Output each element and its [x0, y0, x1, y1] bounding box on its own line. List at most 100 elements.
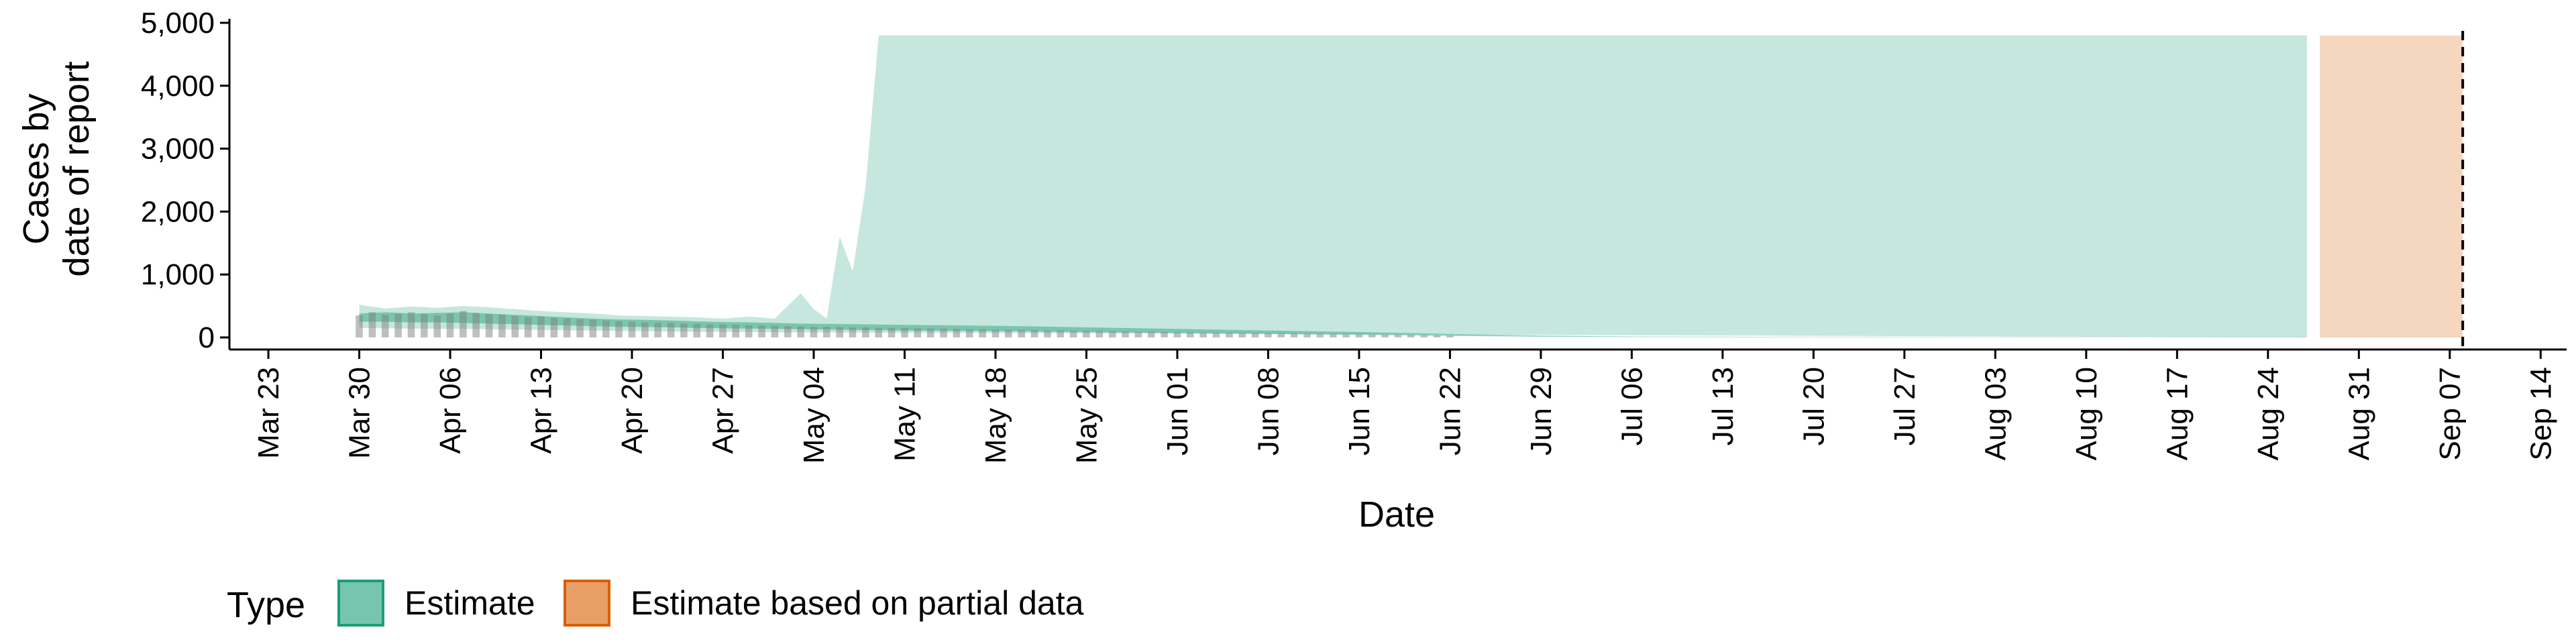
x-tick-label: Jun 15 — [1343, 367, 1376, 455]
observed-bar — [433, 315, 441, 337]
observed-bar — [706, 324, 714, 337]
observed-bar — [758, 325, 765, 337]
y-tick-label: 5,000 — [141, 7, 215, 40]
x-axis-ticks: Mar 23 Mar 30 Apr 06 Apr 13 Apr 20 Apr 27 May … — [252, 350, 2557, 464]
observed-bar — [810, 327, 818, 337]
observed-bar — [1238, 333, 1246, 337]
observed-bar — [576, 319, 584, 337]
x-tick-label: May 25 — [1071, 367, 1104, 464]
observed-bar — [1005, 329, 1012, 337]
legend-title: Type — [227, 585, 305, 625]
axes: 0 1,000 2,000 3,000 4,000 5,000 Mar 23 Mar 30 A… — [141, 7, 2567, 464]
observed-bar — [654, 323, 661, 337]
x-tick-label: Aug 03 — [1979, 367, 2012, 460]
observed-bar — [589, 319, 597, 337]
plot-area — [356, 31, 2465, 350]
observed-bar — [460, 311, 467, 337]
observed-bar — [1083, 331, 1090, 337]
observed-bar — [1329, 334, 1337, 337]
observed-bar — [1069, 331, 1077, 337]
x-tick-label: Aug 17 — [2161, 367, 2194, 460]
observed-bar — [1134, 331, 1142, 337]
observed-bar — [1095, 331, 1104, 337]
observed-bar — [1147, 331, 1155, 337]
series-0-inner-band — [359, 312, 2307, 337]
observed-bar — [1407, 335, 1415, 337]
observed-bar — [1342, 334, 1350, 337]
observed-bar — [965, 329, 973, 337]
observed-bar — [849, 327, 857, 337]
observed-bar — [1316, 333, 1324, 337]
observed-bar — [1433, 335, 1441, 337]
observed-bar — [953, 329, 961, 337]
observed-bar — [991, 329, 1000, 337]
observed-bar — [797, 326, 804, 337]
observed-bar — [407, 312, 415, 337]
observed-bar — [394, 313, 402, 337]
x-tick-label: Jun 01 — [1161, 367, 1194, 455]
y-tick-label: 1,000 — [141, 258, 215, 291]
observed-bar — [1108, 331, 1116, 337]
observed-bar — [1277, 333, 1285, 337]
observed-bar — [784, 326, 792, 337]
observed-bar — [745, 325, 753, 337]
observed-bar — [1381, 335, 1389, 337]
observed-bar — [836, 327, 843, 337]
x-tick-label: May 04 — [798, 367, 830, 464]
observed-bar — [511, 316, 519, 337]
observed-bar — [356, 315, 363, 337]
observed-bar — [693, 323, 701, 337]
observed-bar — [615, 321, 623, 337]
observed-bar — [550, 317, 558, 337]
observed-bar — [1394, 335, 1402, 337]
observed-bar — [1420, 335, 1428, 337]
observed-bar — [719, 324, 727, 337]
observed-bar — [641, 322, 649, 337]
observed-bar — [1199, 332, 1207, 337]
series-1-outer-band — [2320, 35, 2463, 338]
x-tick-label: Apr 27 — [707, 367, 740, 454]
y-tick-label: 2,000 — [141, 195, 215, 228]
x-tick-label: Jul 13 — [1707, 367, 1739, 445]
x-tick-label: Aug 24 — [2252, 367, 2285, 460]
observed-bar — [1057, 330, 1064, 337]
observed-bar — [926, 328, 934, 337]
observed-bar — [1122, 331, 1129, 337]
observed-bar — [472, 313, 480, 337]
y-tick-label: 4,000 — [141, 70, 215, 103]
observed-bar — [680, 323, 688, 337]
observed-bar — [524, 317, 532, 337]
x-tick-label: Aug 31 — [2343, 367, 2375, 460]
observed-bar — [602, 320, 610, 337]
observed-bar — [1212, 333, 1220, 337]
observed-bar — [823, 327, 830, 337]
observed-bar — [1303, 333, 1311, 337]
legend-swatch-estimate — [337, 580, 384, 627]
observed-bar — [537, 317, 545, 337]
x-tick-label: Apr 06 — [434, 367, 467, 454]
observed-bar — [421, 314, 428, 337]
observed-bar — [563, 318, 571, 337]
observed-bar — [1251, 333, 1259, 337]
y-axis-ticks: 0 1,000 2,000 3,000 4,000 5,000 — [141, 7, 229, 354]
observed-bar — [979, 329, 986, 337]
x-tick-label: Sep 14 — [2524, 367, 2557, 460]
observed-bar — [862, 327, 869, 337]
observed-bar — [1018, 329, 1025, 337]
y-tick-label: 0 — [199, 321, 215, 354]
x-tick-label: Mar 30 — [343, 367, 376, 459]
x-tick-label: Jul 06 — [1615, 367, 1648, 445]
observed-bar — [875, 327, 883, 337]
y-tick-label: 3,000 — [141, 133, 215, 166]
x-tick-label: Mar 23 — [252, 367, 285, 459]
observed-bar — [1355, 334, 1363, 337]
legend-swatch-partial — [564, 580, 610, 627]
series-0-outer-band — [359, 35, 2307, 338]
observed-bar — [1161, 332, 1168, 337]
observed-bar — [940, 328, 947, 337]
observed-bar — [732, 325, 740, 337]
observed-bar — [446, 313, 454, 337]
observed-bar — [1446, 335, 1454, 337]
x-tick-label: Jul 20 — [1797, 367, 1830, 445]
